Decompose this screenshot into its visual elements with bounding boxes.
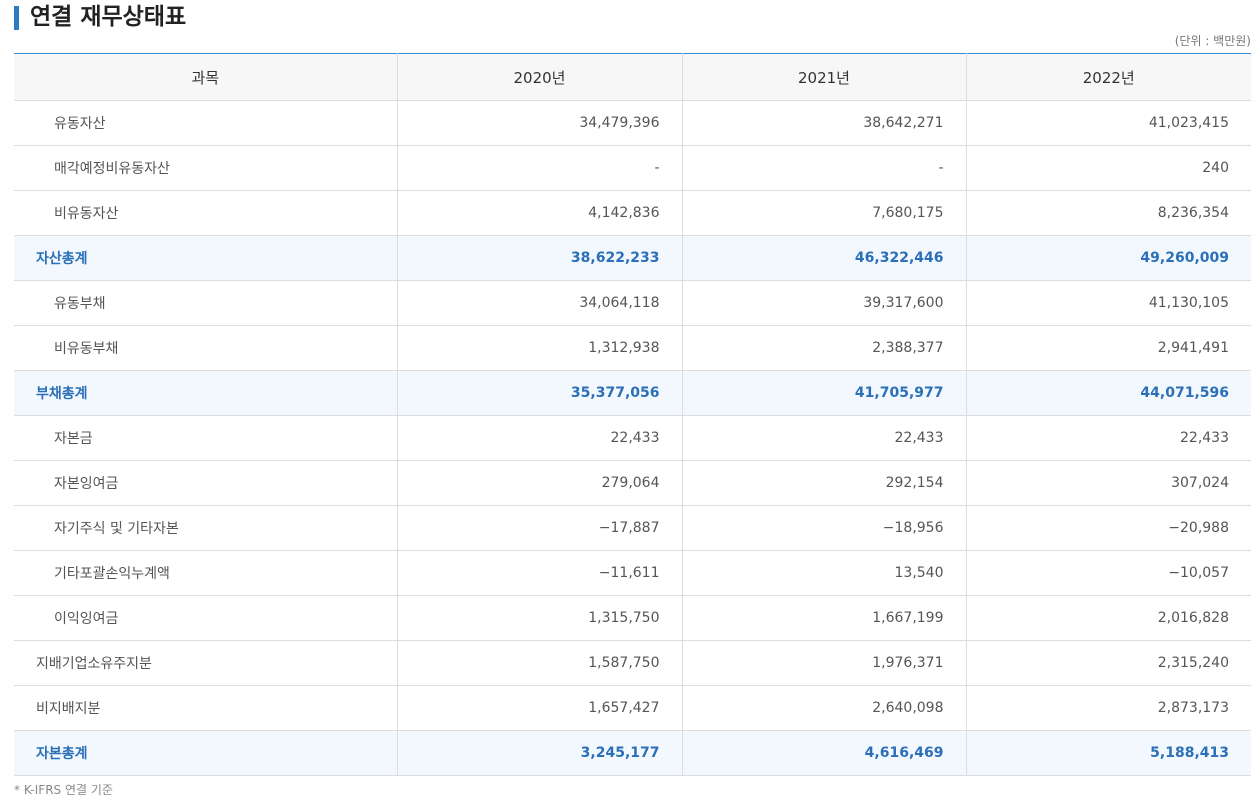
table-row: 자산총계 38,622,233 46,322,446 49,260,009: [14, 235, 1251, 281]
cell-value: 292,154: [681, 460, 966, 506]
row-label: 이익잉여금: [14, 595, 397, 641]
cell-value: −20,988: [965, 505, 1251, 551]
row-label: 자본총계: [14, 730, 397, 776]
cell-value: 1,315,750: [396, 595, 682, 641]
cell-value: 2,873,173: [965, 685, 1251, 731]
cell-value: -: [681, 145, 966, 191]
row-label: 비지배지분: [14, 685, 397, 731]
title: 연결 재무상태표: [30, 4, 187, 30]
cell-value: 13,540: [681, 550, 966, 596]
cell-value: 22,433: [396, 415, 682, 461]
row-label: 자기주식 및 기타자본: [14, 505, 397, 551]
title-bar: [14, 6, 19, 30]
row-label: 지배기업소유주지분: [14, 640, 397, 686]
cell-value: 1,667,199: [681, 595, 966, 641]
row-label: 부채총계: [14, 370, 397, 416]
cell-value: 240: [965, 145, 1251, 191]
cell-value: 279,064: [396, 460, 682, 506]
table-row: 자본금 22,433 22,433 22,433: [14, 415, 1251, 461]
table-row: 지배기업소유주지분 1,587,750 1,976,371 2,315,240: [14, 640, 1251, 686]
table-body: 유동자산 34,479,396 38,642,271 41,023,415 매각예정비유…: [14, 100, 1251, 776]
footnote: * K-IFRS 연결 기준: [14, 783, 113, 797]
cell-value: 2,941,491: [965, 325, 1251, 371]
cell-value: 3,245,177: [396, 730, 682, 776]
header-row: 과목 2020년 2021년 2022년: [14, 53, 1251, 101]
column-header: 2021년: [681, 53, 966, 101]
table-row: 비지배지분 1,657,427 2,640,098 2,873,173: [14, 685, 1251, 731]
row-label: 자산총계: [14, 235, 397, 281]
cell-value: 8,236,354: [965, 190, 1251, 236]
row-label: 자본잉여금: [14, 460, 397, 506]
cell-value: 41,130,105: [965, 280, 1251, 326]
row-label: 비유동부채: [14, 325, 397, 371]
column-header: 2022년: [965, 53, 1251, 101]
cell-value: 44,071,596: [965, 370, 1251, 416]
table-row: 기타포괄손익누계액 −11,611 13,540 −10,057: [14, 550, 1251, 596]
cell-value: 7,680,175: [681, 190, 966, 236]
cell-value: 22,433: [965, 415, 1251, 461]
column-header: 2020년: [396, 53, 682, 101]
cell-value: 39,317,600: [681, 280, 966, 326]
table-row: 비유동자산 4,142,836 7,680,175 8,236,354: [14, 190, 1251, 236]
cell-value: 49,260,009: [965, 235, 1251, 281]
unit-note: (단위 : 백만원): [1174, 34, 1251, 48]
cell-value: 35,377,056: [396, 370, 682, 416]
cell-value: 2,016,828: [965, 595, 1251, 641]
cell-value: 307,024: [965, 460, 1251, 506]
cell-value: 22,433: [681, 415, 966, 461]
cell-value: 4,616,469: [681, 730, 966, 776]
table-row: 자본총계 3,245,177 4,616,469 5,188,413: [14, 730, 1251, 776]
row-label: 유동자산: [14, 100, 397, 146]
table-row: 부채총계 35,377,056 41,705,977 44,071,596: [14, 370, 1251, 416]
table-row: 비유동부채 1,312,938 2,388,377 2,941,491: [14, 325, 1251, 371]
cell-value: 1,976,371: [681, 640, 966, 686]
balance-table: 과목 2020년 2021년 2022년 유동자산 34,479,396 38,642,2…: [14, 53, 1251, 776]
cell-value: 38,622,233: [396, 235, 682, 281]
table-row: 매각예정비유동자산 - -240: [14, 145, 1251, 191]
row-label: 매각예정비유동자산: [14, 145, 397, 191]
cell-value: −10,057: [965, 550, 1251, 596]
cell-value: 46,322,446: [681, 235, 966, 281]
row-label: 유동부채: [14, 280, 397, 326]
cell-value: 2,388,377: [681, 325, 966, 371]
table-row: 자기주식 및 기타자본 −17,887 −18,956 −20,988: [14, 505, 1251, 551]
cell-value: -: [396, 145, 682, 191]
cell-value: 1,657,427: [396, 685, 682, 731]
row-label: 기타포괄손익누계액: [14, 550, 397, 596]
column-header: 과목: [14, 53, 397, 101]
table-row: 유동부채 34,064,118 39,317,600 41,130,105: [14, 280, 1251, 326]
cell-value: 34,064,118: [396, 280, 682, 326]
table-row: 자본잉여금 279,064 292,154 307,024: [14, 460, 1251, 506]
cell-value: 1,312,938: [396, 325, 682, 371]
cell-value: −18,956: [681, 505, 966, 551]
cell-value: 1,587,750: [396, 640, 682, 686]
cell-value: 38,642,271: [681, 100, 966, 146]
table-row: 이익잉여금 1,315,750 1,667,199 2,016,828: [14, 595, 1251, 641]
cell-value: 5,188,413: [965, 730, 1251, 776]
cell-value: 41,023,415: [965, 100, 1251, 146]
row-label: 자본금: [14, 415, 397, 461]
cell-value: 2,640,098: [681, 685, 966, 731]
cell-value: 4,142,836: [396, 190, 682, 236]
cell-value: 34,479,396: [396, 100, 682, 146]
table-row: 유동자산 34,479,396 38,642,271 41,023,415: [14, 100, 1251, 146]
cell-value: −17,887: [396, 505, 682, 551]
cell-value: 41,705,977: [681, 370, 966, 416]
cell-value: 2,315,240: [965, 640, 1251, 686]
cell-value: −11,611: [396, 550, 682, 596]
row-label: 비유동자산: [14, 190, 397, 236]
